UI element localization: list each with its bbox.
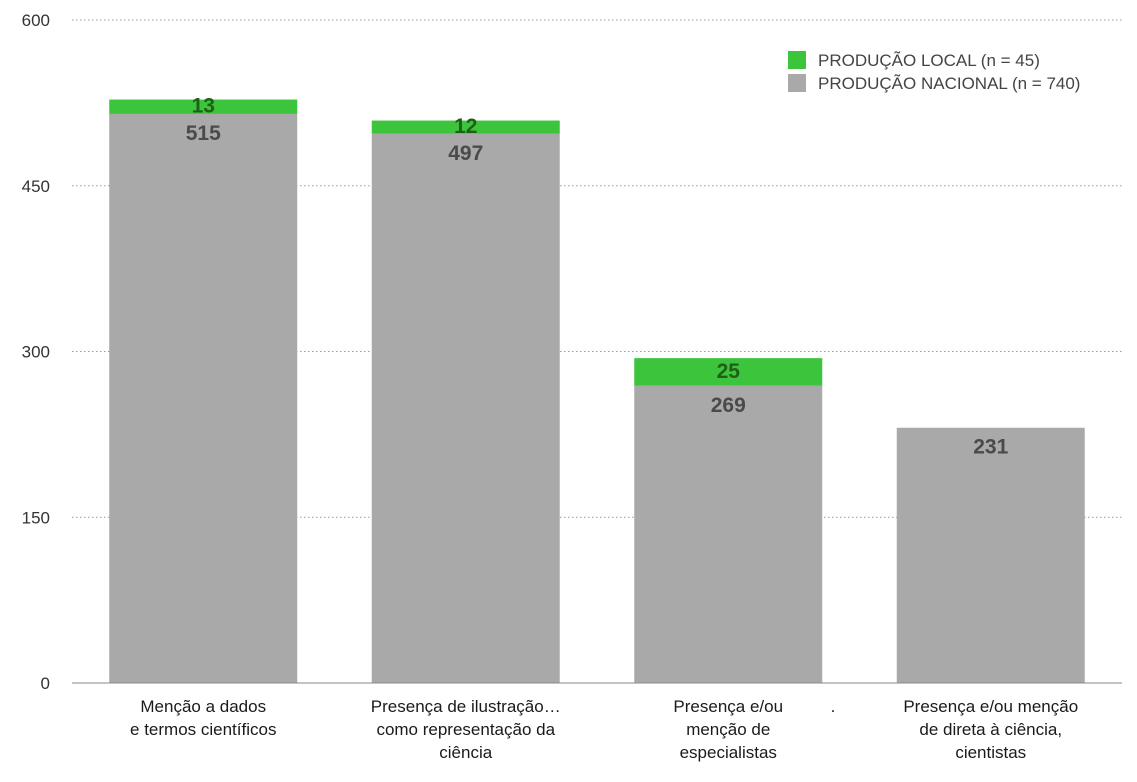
data-label-nacional: 515 [186,122,221,145]
legend: PRODUÇÃO LOCAL (n = 45) PRODUÇÃO NACIONAL… [788,51,1080,93]
bar-local [371,120,560,134]
y-tick-label: 450 [22,177,50,196]
bar-nacional [371,133,560,683]
bar-nacional [896,427,1085,683]
bar-nacional [109,113,298,684]
bar-local [109,99,298,114]
gridlines [72,19,1122,518]
y-tick-label: 600 [22,11,50,30]
data-label-nacional: 269 [711,394,746,417]
bar-nacional [634,385,823,683]
legend-swatch [788,74,806,92]
stray-mark: . [831,697,836,716]
data-label-local: 13 [192,95,215,118]
legend-label: PRODUÇÃO LOCAL (n = 45) [818,51,1040,70]
data-label-local: 12 [454,115,477,138]
legend-swatch [788,51,806,69]
legend-label: PRODUÇÃO NACIONAL (n = 740) [818,74,1080,93]
x-category-label: Presença de ilustração… como representaçã… [371,697,561,762]
x-category-label: Menção a dados e termos científicos [130,697,276,739]
data-labels: 515 13 497 12 269 25 231 [186,95,1009,459]
y-tick-label: 150 [22,508,50,527]
y-axis: 0 150 300 450 600 [22,11,50,693]
x-category-label: Presença e/ou menção de especialistas [673,697,783,762]
bars [109,99,1085,684]
data-label-nacional: 497 [448,142,483,165]
data-label-nacional: 231 [973,436,1008,459]
y-tick-label: 0 [41,674,50,693]
x-category-label: Presença e/ou menção de direta à ciência,… [903,697,1078,762]
x-axis: Menção a dados e termos científicos Presen… [72,682,1122,762]
data-label-local: 25 [717,360,741,383]
y-tick-label: 300 [22,343,50,362]
bar-local [634,358,823,386]
